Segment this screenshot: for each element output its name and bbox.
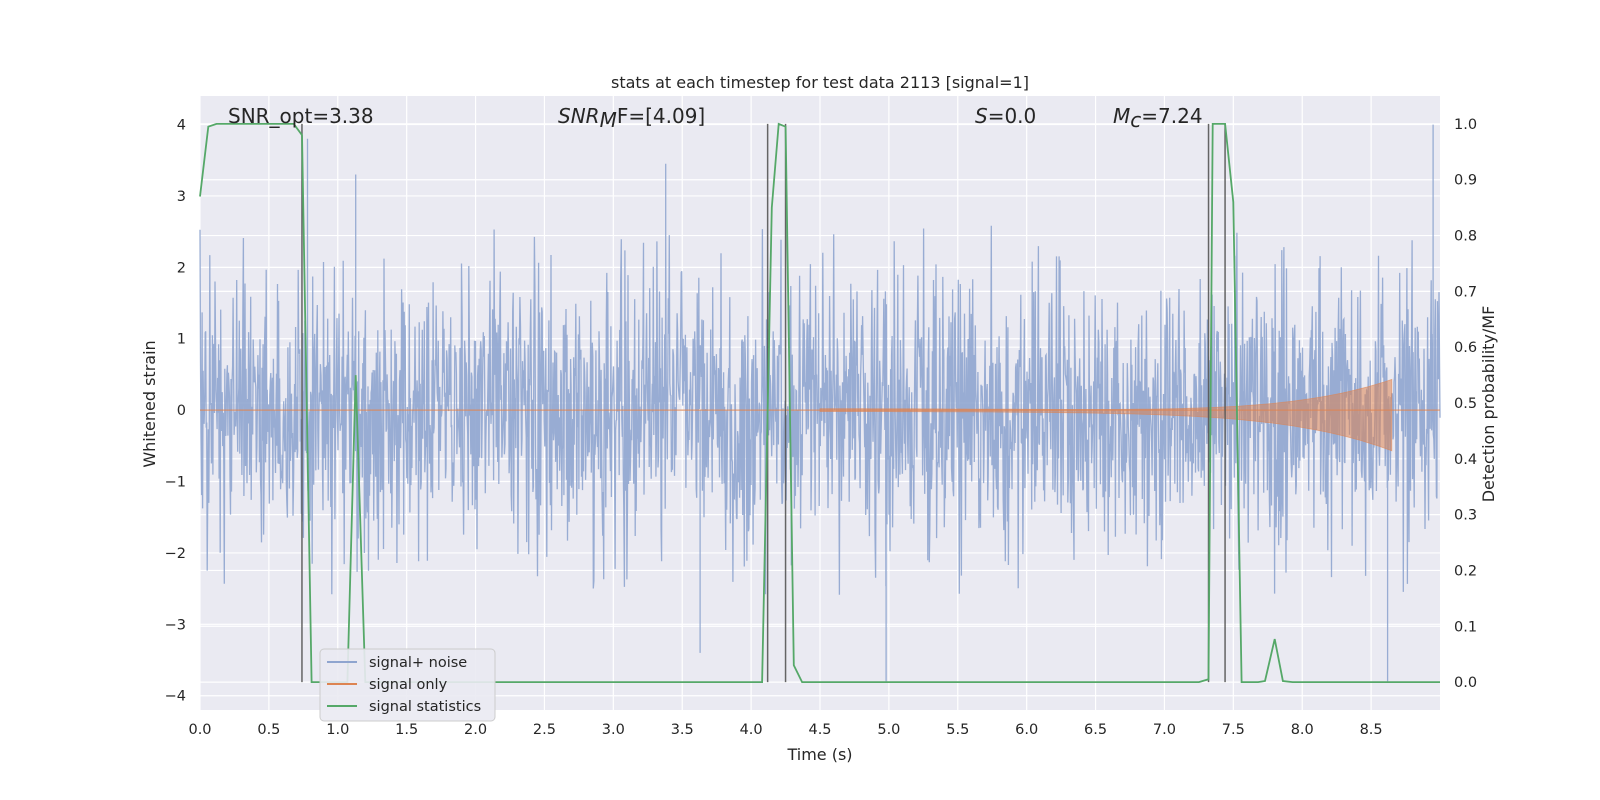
legend-label-noise: signal+ noise bbox=[369, 655, 467, 671]
x-tick-label: 2.0 bbox=[464, 722, 487, 738]
x-tick-label: 1.0 bbox=[326, 722, 349, 738]
snr-mf-rest: F=[4.09] bbox=[617, 104, 705, 128]
x-tick-label: 5.0 bbox=[877, 722, 900, 738]
y-right-tick-label: 1.0 bbox=[1454, 117, 1477, 133]
x-tick-label: 1.5 bbox=[395, 722, 418, 738]
y-axis-label: Whitened strain bbox=[140, 340, 159, 467]
signal-chirp bbox=[819, 378, 1393, 452]
chart-title: stats at each timestep for test data 211… bbox=[611, 73, 1029, 92]
x-tick-label: 0.0 bbox=[188, 722, 211, 738]
y-right-tick-label: 0.2 bbox=[1454, 563, 1477, 579]
x-tick-label: 8.5 bbox=[1360, 722, 1383, 738]
noise-series bbox=[199, 124, 1441, 682]
x-tick-label: 7.0 bbox=[1153, 722, 1176, 738]
y-right-tick-label: 0.4 bbox=[1454, 452, 1477, 468]
x-tick-label: 6.5 bbox=[1084, 722, 1107, 738]
y-right-tick-label: 0.8 bbox=[1454, 229, 1477, 245]
y-right-tick-label: 0.7 bbox=[1454, 284, 1477, 300]
y-right-tick-label: 0.9 bbox=[1454, 173, 1477, 189]
y-right-tick-label: 0.5 bbox=[1454, 396, 1477, 412]
x-tick-label: 4.5 bbox=[808, 722, 831, 738]
y-right-tick-label: 0.1 bbox=[1454, 619, 1477, 635]
x-tick-label: 6.0 bbox=[1015, 722, 1038, 738]
x-tick-label: 3.5 bbox=[671, 722, 694, 738]
snr-mf-annotation: SNRMF=[4.09] bbox=[558, 104, 705, 132]
y-right-axis-ticks: 0.0 0.1 0.2 0.3 0.4 0.5 0.6 0.7 0.8 0.9 1.0 bbox=[1454, 117, 1477, 691]
legend-label-stats: signal statistics bbox=[369, 699, 481, 715]
legend: signal+ noise signal only signal statist… bbox=[319, 648, 496, 722]
stats-series bbox=[199, 122, 1440, 683]
x-axis-label: Time (s) bbox=[786, 745, 852, 764]
signal-series bbox=[200, 378, 1440, 452]
y-tick-label: −3 bbox=[165, 617, 186, 633]
legend-label-signal: signal only bbox=[369, 677, 448, 693]
y-tick-label: 4 bbox=[177, 118, 186, 134]
x-tick-label: 4.0 bbox=[740, 722, 763, 738]
y-right-tick-label: 0.3 bbox=[1454, 508, 1477, 524]
y-axis-ticks: −4 −3 −2 −1 0 1 2 3 4 bbox=[165, 118, 186, 705]
x-tick-label: 7.5 bbox=[1222, 722, 1245, 738]
y-tick-label: −1 bbox=[165, 475, 186, 491]
stats-trace bbox=[199, 122, 1440, 683]
x-tick-label: 5.5 bbox=[946, 722, 969, 738]
y-tick-label: −4 bbox=[165, 689, 186, 705]
legend-box bbox=[319, 648, 496, 722]
x-axis-ticks: 0.0 0.5 1.0 1.5 2.0 2.5 3.0 3.5 4.0 4.5 5.0 5.5 6.0 6… bbox=[188, 722, 1382, 738]
x-tick-label: 2.5 bbox=[533, 722, 556, 738]
mc-main: M bbox=[1113, 104, 1130, 128]
snr-mf-main: SNR bbox=[558, 104, 600, 128]
snr-opt-annotation: SNR_opt=3.38 bbox=[228, 104, 374, 128]
mc-annotation: Mc=7.24 bbox=[1113, 104, 1203, 132]
x-tick-label: 8.0 bbox=[1291, 722, 1314, 738]
y-right-axis-label: Detection probability/MF bbox=[1479, 306, 1498, 503]
mc-rest: =7.24 bbox=[1141, 104, 1202, 128]
s-rest: =0.0 bbox=[988, 104, 1037, 128]
x-tick-label: 0.5 bbox=[257, 722, 280, 738]
s-annotation: S=0.0 bbox=[975, 104, 1036, 128]
y-right-tick-label: 0.0 bbox=[1454, 675, 1477, 691]
noise-trace bbox=[199, 124, 1441, 682]
y-tick-label: 2 bbox=[177, 260, 186, 276]
y-tick-label: 3 bbox=[177, 189, 186, 205]
y-right-tick-label: 0.6 bbox=[1454, 340, 1477, 356]
x-tick-label: 3.0 bbox=[602, 722, 625, 738]
y-tick-label: 0 bbox=[177, 403, 186, 419]
mc-sub: c bbox=[1130, 108, 1141, 132]
s-main: S bbox=[975, 104, 988, 128]
y-tick-label: −2 bbox=[165, 546, 186, 562]
snr-mf-sub: M bbox=[600, 108, 617, 132]
y-tick-label: 1 bbox=[177, 332, 186, 348]
